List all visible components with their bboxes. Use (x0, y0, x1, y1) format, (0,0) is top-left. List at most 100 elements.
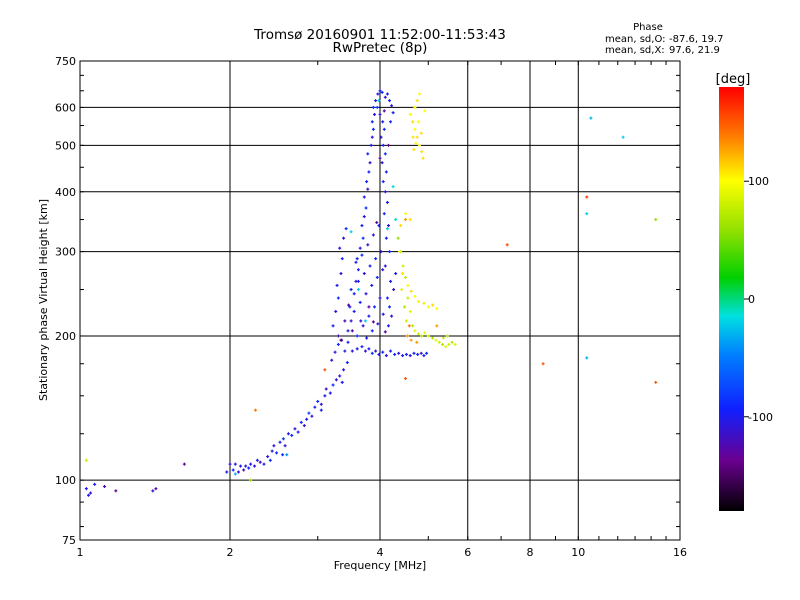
data-point (393, 352, 397, 356)
colorbar-ticks: 100 0 -100 (744, 175, 773, 424)
data-point (336, 342, 340, 346)
data-point (355, 257, 359, 261)
data-point (379, 135, 383, 139)
data-point (103, 484, 107, 488)
data-point (390, 104, 394, 108)
data-point (310, 414, 314, 418)
data-point (339, 272, 343, 276)
data-point (411, 135, 415, 139)
data-point (383, 95, 387, 99)
data-point (414, 141, 418, 145)
data-point (384, 354, 388, 358)
data-point (380, 90, 384, 94)
data-point (417, 332, 421, 336)
x-tick-label: 4 (377, 546, 384, 559)
data-point (375, 275, 379, 279)
data-point (385, 200, 389, 204)
data-point (394, 218, 398, 222)
data-point (86, 493, 90, 497)
data-point (84, 458, 88, 462)
data-point (114, 489, 118, 493)
data-point (415, 135, 419, 139)
data-point (336, 334, 340, 338)
data-point (381, 312, 385, 316)
data-point (408, 218, 412, 222)
data-point (394, 272, 398, 276)
data-point (403, 275, 407, 279)
data-point (370, 120, 374, 124)
data-point (242, 468, 246, 472)
data-point (347, 303, 351, 307)
data-point (370, 351, 374, 355)
data-point (375, 221, 379, 225)
data-point (373, 305, 377, 309)
data-point (409, 338, 413, 342)
data-point (378, 112, 382, 116)
data-point (360, 345, 364, 349)
data-point (358, 300, 362, 304)
stats-o-label: mean, sd,O: (605, 34, 666, 45)
data-point (362, 215, 366, 219)
data-point (233, 462, 237, 466)
data-point (84, 487, 88, 491)
data-point (398, 250, 402, 254)
data-point (435, 324, 439, 328)
data-point (621, 135, 625, 139)
colorbar-tick-label: -100 (748, 411, 773, 424)
data-point (244, 464, 248, 468)
stats-header: Phase (633, 22, 663, 33)
data-point (417, 300, 421, 304)
data-point (182, 462, 186, 466)
data-point (431, 303, 435, 307)
data-point (408, 112, 412, 116)
data-point (352, 292, 356, 296)
data-point (349, 230, 353, 234)
data-point (378, 89, 382, 93)
grid-lines (80, 61, 680, 540)
colorbar-unit: [deg] (716, 72, 751, 87)
data-point (368, 161, 372, 165)
data-point (278, 440, 282, 444)
data-point (397, 351, 401, 355)
data-point (338, 246, 342, 250)
data-point (585, 212, 589, 216)
data-point (324, 387, 328, 391)
data-point (385, 296, 389, 300)
data-point (370, 135, 374, 139)
data-point (366, 187, 370, 191)
data-point (316, 399, 320, 403)
data-point (408, 309, 412, 313)
data-point (420, 334, 424, 338)
data-point (319, 402, 323, 406)
data-point (413, 105, 417, 109)
chart-subtitle: RwPretec (8p) (333, 40, 428, 56)
data-point (367, 314, 371, 318)
data-point (425, 351, 429, 355)
data-point (255, 458, 259, 462)
data-point (366, 152, 370, 156)
data-point (302, 424, 306, 428)
data-point (437, 340, 441, 344)
data-point (447, 342, 451, 346)
data-point (383, 264, 387, 268)
data-point (349, 288, 353, 292)
data-point (355, 334, 359, 338)
data-point (253, 408, 257, 412)
data-point (381, 120, 385, 124)
data-point (412, 351, 416, 355)
data-point (382, 212, 386, 216)
data-point (272, 444, 276, 448)
data-point (374, 99, 378, 103)
data-point (350, 329, 354, 333)
data-point (228, 462, 232, 466)
data-point (392, 288, 396, 292)
data-point (409, 289, 413, 293)
data-point (268, 458, 272, 462)
data-point (319, 408, 323, 412)
data-point (340, 257, 344, 261)
colorbar-tick-label: 0 (748, 293, 755, 306)
data-point (403, 218, 407, 222)
y-tick-label: 300 (55, 246, 76, 259)
data-point (355, 347, 359, 351)
